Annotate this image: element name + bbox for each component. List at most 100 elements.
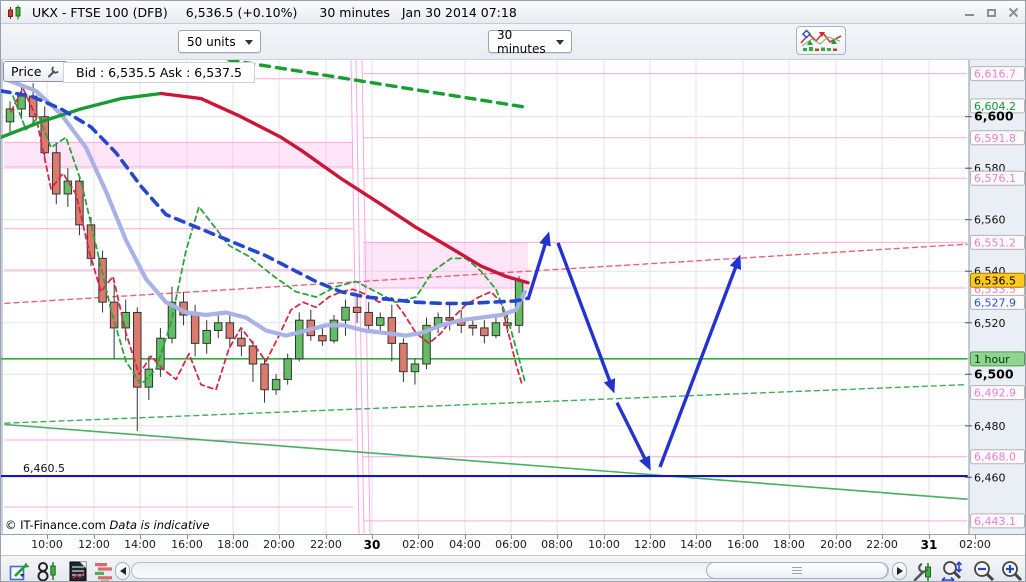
settings-wrench-icon[interactable] xyxy=(911,559,937,581)
scroll-right-button[interactable] xyxy=(892,562,907,580)
time-tick-label: 02:00 xyxy=(959,538,991,551)
svg-text:6,492.9: 6,492.9 xyxy=(974,387,1016,400)
time-tick-label: 14:00 xyxy=(680,538,712,551)
svg-text:6,468.0: 6,468.0 xyxy=(974,451,1016,464)
svg-text:6,576.1: 6,576.1 xyxy=(974,172,1016,185)
bottom-toolbar xyxy=(1,555,1025,581)
svg-text:6,560: 6,560 xyxy=(974,214,1006,227)
time-tick xyxy=(233,535,234,539)
volume-bars-icon[interactable] xyxy=(91,559,117,581)
bid-ask-label: Bid : 6,535.5 Ask : 6,537.5 xyxy=(63,62,255,83)
svg-text:6,551.2: 6,551.2 xyxy=(974,236,1016,249)
time-tick-label: 18:00 xyxy=(773,538,805,551)
time-tick xyxy=(929,535,930,539)
chart-scrollbar[interactable] xyxy=(131,562,889,579)
time-tick-label: 31 xyxy=(920,538,938,552)
svg-text:6,527.9: 6,527.9 xyxy=(974,296,1016,309)
time-tick xyxy=(47,535,48,539)
time-tick xyxy=(882,535,883,539)
time-tick-label: 22:00 xyxy=(866,538,898,551)
price-chart-canvas[interactable]: 6,460.56,616.76,604.26,6006,591.86,5806,… xyxy=(1,58,1026,535)
svg-text:6,500: 6,500 xyxy=(974,366,1014,381)
time-tick xyxy=(836,535,837,539)
copyright-text: © IT-Finance.com xyxy=(5,518,106,532)
time-tick xyxy=(696,535,697,539)
datetime-title: Jan 30 2014 07:18 xyxy=(401,4,517,20)
units-dropdown-value: 50 units xyxy=(187,34,236,49)
time-tick xyxy=(279,535,280,539)
scrollbar-grip-icon xyxy=(792,567,802,574)
time-tick-label: 10:00 xyxy=(31,538,63,551)
close-icon[interactable] xyxy=(1007,6,1019,18)
mini-chart-icon xyxy=(800,29,842,51)
time-tick xyxy=(557,535,558,539)
units-dropdown[interactable]: 50 units xyxy=(178,30,261,53)
time-tick-label: 16:00 xyxy=(171,538,203,551)
timeframe-title: 30 minutes xyxy=(319,4,390,20)
time-tick xyxy=(743,535,744,539)
report-icon[interactable] xyxy=(65,559,91,581)
time-tick xyxy=(140,535,141,539)
time-tick xyxy=(511,535,512,539)
svg-text:6,536.5: 6,536.5 xyxy=(974,274,1016,287)
minimize-icon[interactable] xyxy=(963,6,975,18)
time-tick xyxy=(372,535,373,539)
svg-text:6,520: 6,520 xyxy=(974,317,1006,330)
svg-text:1 hour: 1 hour xyxy=(974,353,1010,366)
time-tick xyxy=(418,535,419,539)
maximize-icon[interactable] xyxy=(985,6,997,18)
time-tick xyxy=(789,535,790,539)
svg-text:6,591.8: 6,591.8 xyxy=(974,132,1016,145)
timeframe-dropdown[interactable]: 30 minutes xyxy=(488,27,572,56)
export-chart-icon[interactable] xyxy=(7,559,33,581)
time-tick-label: 20:00 xyxy=(820,538,852,551)
time-tick-label: 06:00 xyxy=(495,538,527,551)
copyright-note: © IT-Finance.com Data is indicative xyxy=(5,518,209,532)
chart-area: 6,460.5 6,616.7 6,604.2 6,600 6,591.8 6,580 6,… xyxy=(1,58,1026,535)
scrollbar-thumb[interactable] xyxy=(706,562,888,579)
chart-toolbar: 50 units 30 minutes xyxy=(1,24,1025,60)
time-tick xyxy=(326,535,327,539)
time-tick xyxy=(94,535,95,539)
time-tick-label: 12:00 xyxy=(78,538,110,551)
time-tick-label: 18:00 xyxy=(217,538,249,551)
time-tick xyxy=(604,535,605,539)
time-axis: 10:00 12:00 14:00 16:00 18:00 20:00 22:00 30 02:… xyxy=(1,534,1025,555)
zoom-out-icon[interactable] xyxy=(971,559,997,581)
time-tick-label: 08:00 xyxy=(541,538,573,551)
title-bar: UKX - FTSE 100 (DFB) 6,536.5 (+0.10%) 30… xyxy=(1,1,1025,24)
chart-style-button[interactable] xyxy=(796,26,846,55)
time-tick-label: 30 xyxy=(363,538,381,552)
scroll-left-button[interactable] xyxy=(115,562,130,580)
chevron-down-icon xyxy=(245,40,253,45)
disclaimer-text: Data is indicative xyxy=(109,518,210,532)
time-tick-label: 04:00 xyxy=(449,538,481,551)
display-style-icon[interactable] xyxy=(35,559,61,581)
candles-app-icon xyxy=(6,5,24,20)
time-tick-label: 10:00 xyxy=(588,538,620,551)
chevron-down-icon xyxy=(556,40,564,45)
price-tab-label: Price xyxy=(11,64,42,79)
svg-text:6,600: 6,600 xyxy=(974,109,1014,124)
time-tick-label: 20:00 xyxy=(263,538,295,551)
time-tick xyxy=(650,535,651,539)
svg-text:6,480: 6,480 xyxy=(974,420,1006,433)
time-tick xyxy=(187,535,188,539)
time-tick-label: 16:00 xyxy=(727,538,759,551)
time-tick xyxy=(975,535,976,539)
timeframe-dropdown-value: 30 minutes xyxy=(497,27,546,56)
svg-text:6,460: 6,460 xyxy=(974,471,1006,484)
svg-text:6,460.5: 6,460.5 xyxy=(23,462,65,475)
zoom-in-icon[interactable] xyxy=(999,559,1025,581)
price-tab[interactable]: Price xyxy=(3,61,68,82)
last-price-title: 6,536.5 (+0.10%) xyxy=(185,4,298,20)
time-tick-label: 02:00 xyxy=(402,538,434,551)
instrument-title: UKX - FTSE 100 (DFB) xyxy=(32,4,168,20)
time-tick xyxy=(465,535,466,539)
time-tick-label: 14:00 xyxy=(124,538,156,551)
svg-text:6,443.1: 6,443.1 xyxy=(974,515,1016,528)
zoom-fit-icon[interactable] xyxy=(940,559,966,581)
time-tick-label: 12:00 xyxy=(634,538,666,551)
svg-text:6,604.2: 6,604.2 xyxy=(974,100,1016,113)
